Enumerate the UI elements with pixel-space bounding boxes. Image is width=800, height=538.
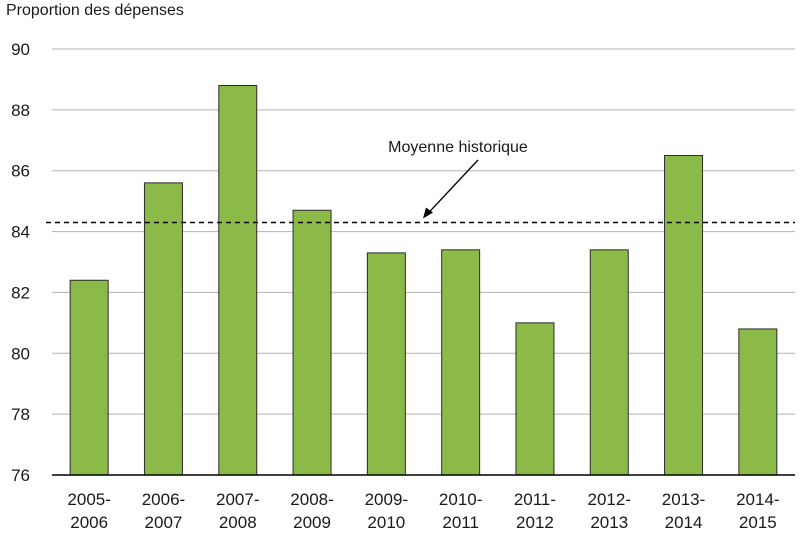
annotation-arrowhead bbox=[423, 207, 433, 219]
x-axis-ticks: 2005- 2006 2006- 2007 2007- 2008 2008- 2009 2009… bbox=[67, 490, 779, 532]
bar bbox=[366, 252, 406, 476]
y-tick-label: 84 bbox=[11, 223, 30, 242]
y-tick-label: 82 bbox=[11, 283, 30, 302]
x-tick-label: 2010- bbox=[439, 490, 482, 509]
x-tick-label: 2005- bbox=[67, 490, 110, 509]
bar bbox=[292, 209, 332, 476]
annotation: Moyenne historique bbox=[388, 139, 528, 219]
x-tick-label: 2014 bbox=[665, 513, 703, 532]
bar bbox=[218, 85, 258, 476]
y-tick-label: 80 bbox=[11, 344, 30, 363]
x-tick-label: 2012- bbox=[588, 490, 631, 509]
x-tick-label: 2011- bbox=[514, 490, 556, 509]
bar bbox=[738, 328, 778, 476]
y-axis-title: Proportion des dépenses bbox=[6, 2, 184, 19]
bar bbox=[664, 155, 704, 476]
bar bbox=[441, 249, 481, 476]
x-tick-label: 2012 bbox=[516, 513, 554, 532]
y-tick-label: 90 bbox=[11, 40, 30, 59]
x-tick-label: 2014- bbox=[736, 490, 779, 509]
y-tick-label: 88 bbox=[11, 101, 30, 120]
x-tick-label: 2008- bbox=[290, 490, 333, 509]
y-tick-label: 76 bbox=[11, 466, 30, 485]
y-axis-ticks: 76 78 80 82 84 86 88 90 bbox=[11, 40, 30, 485]
annotation-arrow bbox=[426, 159, 479, 215]
bar bbox=[143, 182, 183, 476]
reference-line-label: Moyenne historique bbox=[388, 139, 528, 156]
x-tick-label: 2013 bbox=[590, 513, 628, 532]
x-tick-label: 2011 bbox=[442, 513, 479, 532]
x-tick-label: 2010 bbox=[367, 513, 405, 532]
x-tick-label: 2009 bbox=[293, 513, 331, 532]
bars bbox=[69, 85, 778, 476]
x-tick-label: 2008 bbox=[219, 513, 257, 532]
bar bbox=[69, 279, 109, 476]
x-tick-label: 2007- bbox=[216, 490, 259, 509]
bar bbox=[589, 249, 629, 476]
x-tick-label: 2007 bbox=[145, 513, 183, 532]
bar bbox=[515, 322, 555, 476]
y-tick-label: 86 bbox=[11, 162, 30, 181]
x-tick-label: 2006- bbox=[142, 490, 185, 509]
x-tick-label: 2015 bbox=[739, 513, 777, 532]
x-tick-label: 2009- bbox=[365, 490, 408, 509]
y-tick-label: 78 bbox=[11, 405, 30, 424]
x-tick-label: 2006 bbox=[70, 513, 108, 532]
x-tick-label: 2013- bbox=[662, 490, 705, 509]
